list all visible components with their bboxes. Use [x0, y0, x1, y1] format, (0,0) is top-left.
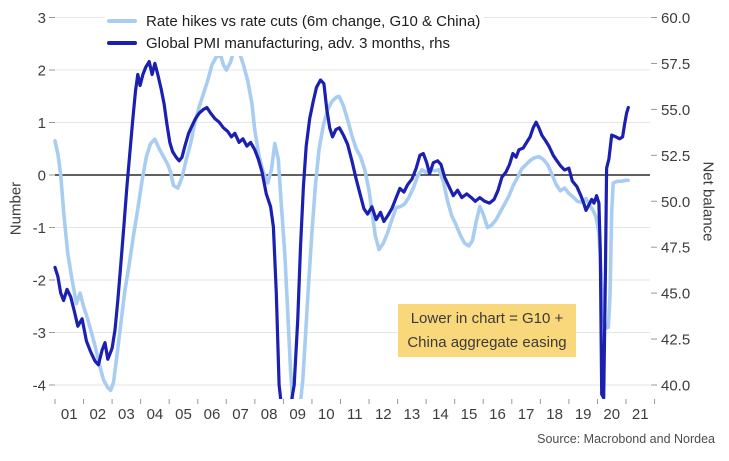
right-axis-title: Net balance	[699, 161, 717, 242]
x-tick-label: 19	[575, 406, 592, 423]
annotation-line-2: China aggregate easing	[407, 333, 567, 351]
right-tick-label: 42.5	[661, 332, 690, 349]
left-axis-title: Number	[7, 181, 25, 236]
series-line-0	[53, 44, 630, 399]
x-tick-label: 16	[489, 406, 506, 423]
x-tick-label: 10	[318, 406, 335, 423]
global-pmi-line-swatch-icon	[107, 41, 137, 45]
x-tick-label: 15	[461, 406, 478, 423]
right-tick-label: 45.0	[661, 286, 690, 303]
annotation-line-1: Lower in chart = G10 +	[410, 309, 564, 327]
left-tick-label: 0	[38, 168, 46, 185]
source-note: Source: Macrobond and Nordea	[537, 432, 715, 446]
x-tick-label: 03	[118, 406, 135, 423]
x-tick-label: 18	[546, 406, 563, 423]
left-tick-label: -2	[33, 273, 46, 290]
right-tick-label: 60.0	[661, 10, 690, 27]
x-tick-label: 05	[175, 406, 192, 423]
x-tick-label: 02	[89, 406, 106, 423]
x-tick-label: 09	[289, 406, 306, 423]
x-tick-label: 14	[432, 406, 449, 423]
left-tick-label: 1	[38, 115, 46, 132]
x-tick-label: 13	[404, 406, 421, 423]
left-tick-label: 3	[38, 10, 46, 27]
x-tick-label: 06	[204, 406, 221, 423]
left-tick-label: 2	[38, 63, 46, 80]
x-tick-label: 07	[232, 406, 249, 423]
left-tick-label: -4	[33, 378, 46, 395]
series-line-1	[53, 59, 630, 399]
right-tick-label: 47.5	[661, 240, 690, 257]
x-tick-label: 04	[147, 406, 164, 423]
x-tick-label: 08	[261, 406, 278, 423]
x-tick-label: 01	[61, 406, 78, 423]
rate-hikes-line-swatch-icon	[107, 19, 137, 23]
right-tick-label: 55.0	[661, 102, 690, 119]
right-tick-label: 57.5	[661, 56, 690, 73]
left-tick-label: -1	[33, 220, 46, 237]
legend: Rate hikes vs rate cuts (6m change, G10 …	[105, 9, 485, 56]
right-tick-label: 50.0	[661, 194, 690, 211]
left-tick-label: -3	[33, 325, 46, 342]
legend-item-global-pmi: Global PMI manufacturing, adv. 3 months,…	[107, 32, 480, 54]
right-tick-label: 40.0	[661, 378, 690, 395]
legend-label-global-pmi: Global PMI manufacturing, adv. 3 months,…	[146, 34, 451, 52]
x-tick-label: 12	[375, 406, 392, 423]
x-tick-label: 17	[518, 406, 535, 423]
x-tick-label: 21	[632, 406, 649, 423]
legend-item-rate-hikes: Rate hikes vs rate cuts (6m change, G10 …	[107, 10, 480, 32]
annotation-box: Lower in chart = G10 + China aggregate e…	[398, 304, 576, 357]
x-tick-label: 20	[603, 406, 620, 423]
x-tick-label: 11	[347, 406, 363, 423]
legend-label-rate-hikes: Rate hikes vs rate cuts (6m change, G10 …	[146, 12, 481, 30]
right-tick-label: 52.5	[661, 148, 690, 165]
